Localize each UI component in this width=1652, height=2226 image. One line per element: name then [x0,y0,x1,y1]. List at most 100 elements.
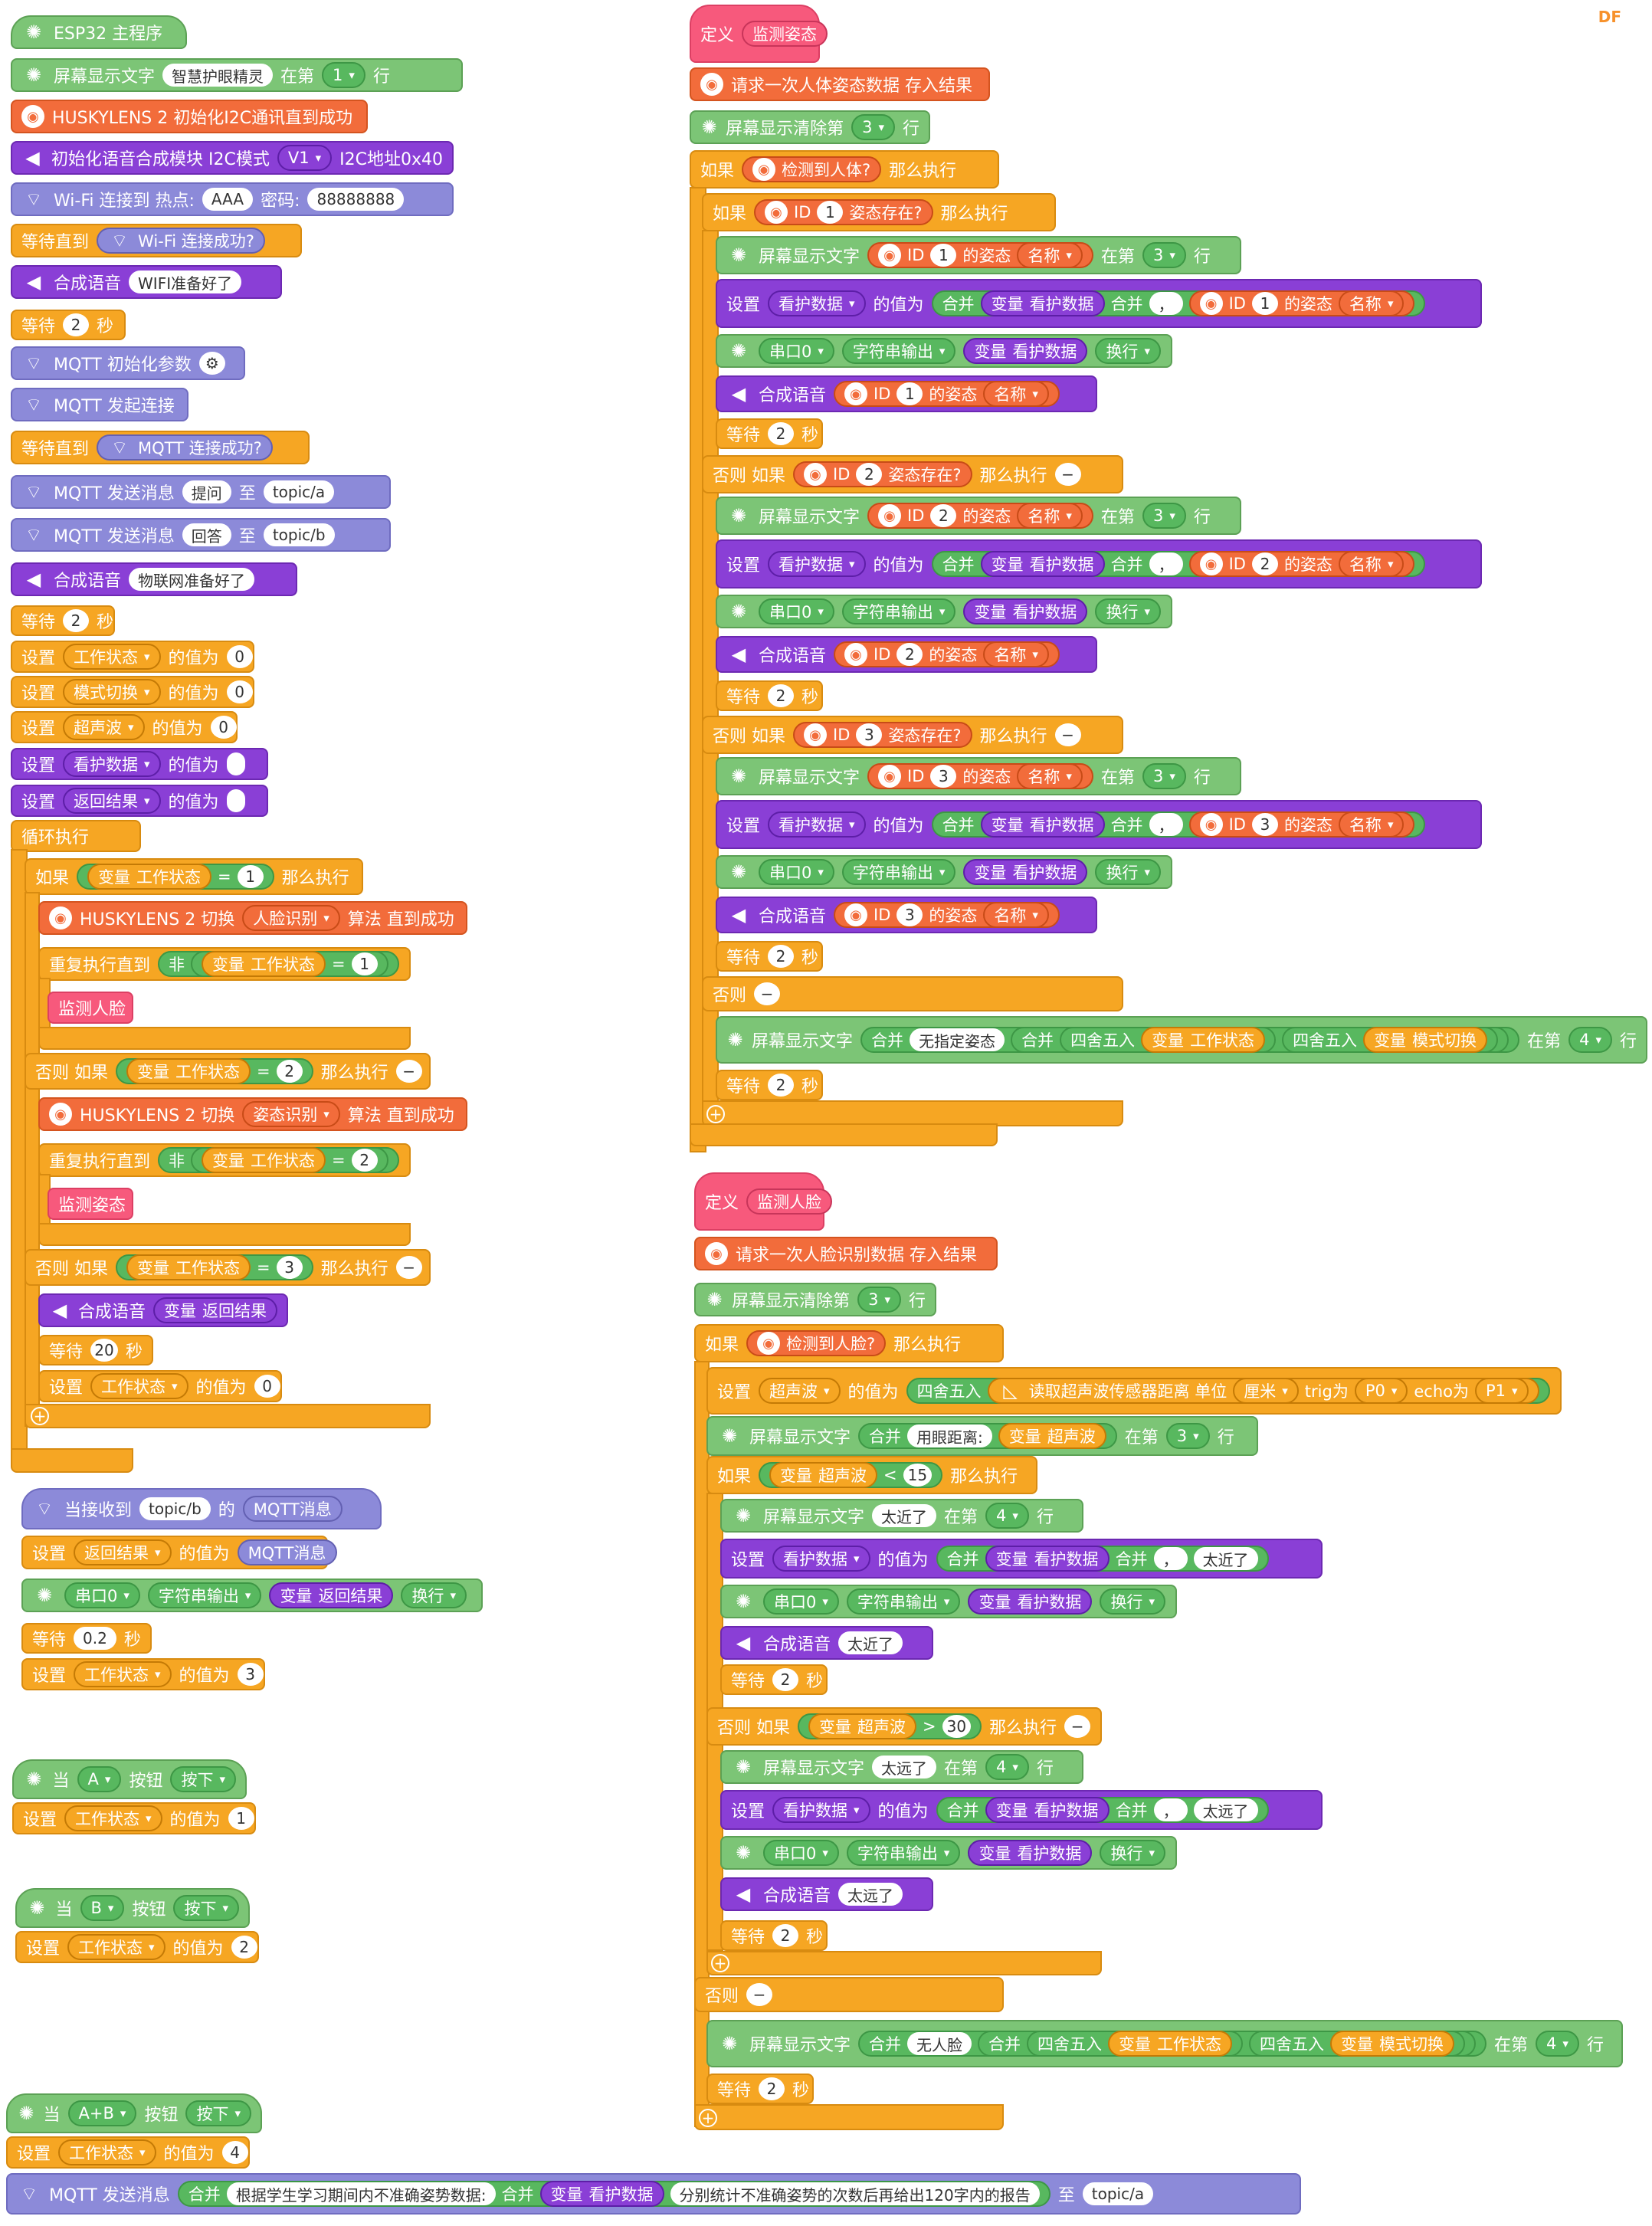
value-input[interactable]: 2 [231,1936,257,1959]
id-input[interactable]: 1 [1251,292,1278,315]
set-return-result-block[interactable]: 设置 返回结果 的值为 [11,785,268,817]
tts-say-block[interactable]: ◀ 合成语音 物联网准备好了 [11,562,297,596]
concat-reporter[interactable]: 合并 变量 看护数据 合并，太远了 [936,1797,1269,1823]
text-input[interactable]: 太远了 [1193,1798,1258,1821]
variable-reporter[interactable]: 变量 看护数据 [980,551,1105,577]
value-input[interactable]: 1 [237,865,264,888]
tts-say-block[interactable]: ◀ 合成语音 太近了 [720,1626,933,1660]
pose-name-reporter[interactable]: ◉ ID 2 的姿态 名称 [1188,551,1415,577]
topic-input[interactable]: topic/b [263,523,335,546]
greater-than-condition[interactable]: 变量 超声波 >30 [798,1713,982,1739]
text-input[interactable]: 无指定姿态 [910,1028,1005,1051]
equals-condition[interactable]: 变量 工作状态 = 2 [191,1147,388,1173]
equals-condition[interactable]: 变量 工作状态 = 2 [116,1058,313,1084]
set-work-state-block[interactable]: 设置 工作状态 的值为 4 [6,2136,250,2169]
not-condition[interactable]: 非 变量 工作状态 = 2 [158,1147,399,1173]
variable-dropdown[interactable]: 工作状态 [74,1661,172,1687]
variable-dropdown[interactable]: 工作状态 [67,1934,166,1960]
mqtt-init-block[interactable]: ⌔ MQTT 初始化参数 ⚙ [11,346,245,380]
concat-reporter[interactable]: 合并 四舍五入 变量 工作状态 四舍五入 变量 模式切换 [1011,1027,1509,1053]
id-input[interactable]: 3 [896,903,923,926]
set-care-data-block[interactable]: 设置 看护数据 的值为 [11,748,268,780]
event-dropdown[interactable]: 按下 [170,1766,236,1792]
value-input[interactable]: 15 [903,1464,933,1487]
else-if-id2-block[interactable]: 否则 如果 ◉ ID 2 姿态存在? 那么执行 − [702,455,1123,493]
mqtt-send-question-block[interactable]: ⌔ MQTT 发送消息 提问 至 topic/a [11,475,391,509]
pose-exists-condition[interactable]: ◉ ID 2 姿态存在? [793,461,972,487]
wait-until-mqtt-block[interactable]: 等待直到 ⌔ MQTT 连接成功? [11,431,310,464]
say-text-input[interactable]: 太近了 [838,1631,903,1654]
text-input[interactable]: ， [1153,1798,1188,1821]
variable-dropdown[interactable]: 工作状态 [58,2139,156,2165]
attribute-dropdown[interactable]: 名称 [983,641,1049,667]
newline-dropdown[interactable]: 换行 [1095,338,1161,364]
variable-dropdown[interactable]: 看护数据 [768,811,866,838]
variable-dropdown[interactable]: 工作状态 [90,1373,188,1399]
line-dropdown[interactable]: 3 [857,1287,901,1313]
value-input[interactable] [226,752,245,775]
else-if-block[interactable]: 否则 如果 变量 工作状态 = 2 那么执行 − [25,1053,431,1090]
line-dropdown[interactable]: 1 [322,62,365,88]
pose-name-reporter[interactable]: ◉ ID 1 的姿态 名称 [834,381,1060,407]
else-block[interactable]: 否则 − [694,1977,1004,2012]
unit-dropdown[interactable]: 厘米 [1233,1378,1299,1404]
id-input[interactable]: 1 [896,382,923,405]
id-input[interactable]: 2 [1251,552,1278,575]
tts-say-block[interactable]: ◀ 合成语音 WIFI准备好了 [11,265,282,299]
line-dropdown[interactable]: 3 [851,114,895,140]
attribute-dropdown[interactable]: 名称 [1017,763,1083,789]
remove-branch-icon[interactable]: − [1054,723,1081,746]
remove-branch-icon[interactable]: − [746,1983,773,2006]
message-input[interactable]: 回答 [182,523,231,546]
tts-say-pose-block[interactable]: ◀ 合成语音 ◉ ID 3 的姿态 名称 [716,897,1097,933]
wait-block[interactable]: 等待 2 秒 [716,418,823,449]
line-dropdown[interactable]: 3 [1142,503,1186,529]
variable-dropdown[interactable]: 模式切换 [63,679,161,705]
variable-dropdown[interactable]: 工作状态 [63,644,161,670]
else-if-block[interactable]: 否则 如果 变量 工作状态 = 3 那么执行 − [25,1249,431,1286]
newline-dropdown[interactable]: 换行 [1100,1588,1165,1615]
serial-port-dropdown[interactable]: 串口0 [759,859,834,885]
if-too-near-block[interactable]: 如果 变量 超声波 <15 那么执行 [706,1456,1037,1494]
tts-say-pose-block[interactable]: ◀ 合成语音 ◉ ID 1 的姿态 名称 [716,375,1097,412]
mqtt-send-report-block[interactable]: ⌔ MQTT 发送消息 合并 根据学生学习期间内不准确姿势数据: 合并 变量 看护… [6,2173,1301,2215]
value-input[interactable] [226,789,245,812]
wait-block[interactable]: 等待 2 秒 [716,1070,823,1100]
if-block[interactable]: 如果 变量 工作状态 = 1 那么执行 [25,858,363,895]
wait-seconds-input[interactable]: 0.2 [74,1627,116,1650]
define-pose-hat[interactable]: 定义 监测姿态 [690,5,828,63]
text-input[interactable]: 无人脸 [907,2032,972,2055]
round-reporter[interactable]: 四舍五入 变量 模式切换 [1249,2031,1466,2057]
button-b-hat[interactable]: ✺ 当 B 按钮 按下 [15,1888,250,1928]
id-input[interactable]: 3 [856,723,883,746]
serial-port-dropdown[interactable]: 串口0 [759,598,834,625]
algorithm-dropdown[interactable]: 姿态识别 [242,1101,340,1127]
set-work-state-block[interactable]: 设置 工作状态 的值为 1 [12,1802,256,1834]
screen-text-near-block[interactable]: ✺ 屏幕显示文字 太近了 在第 4 行 [720,1499,1083,1533]
id-input[interactable]: 3 [930,765,957,788]
else-if-id3-block[interactable]: 否则 如果 ◉ ID 3 姿态存在? 那么执行 − [702,716,1123,754]
topic-input[interactable]: topic/a [1082,2182,1154,2205]
gear-icon[interactable]: ⚙ [198,352,225,375]
value-input[interactable]: 0 [226,680,253,703]
pose-name-reporter[interactable]: ◉ ID 2 的姿态 名称 [834,641,1060,667]
mqtt-receive-hat[interactable]: ⌔ 当接收到 topic/b 的 MQTT消息 [21,1488,382,1529]
variable-reporter[interactable]: 变量 工作状态 [1108,2031,1233,2057]
variable-dropdown[interactable]: 看护数据 [768,290,866,316]
echo-pin-dropdown[interactable]: P1 [1475,1378,1529,1404]
variable-reporter[interactable]: 变量 看护数据 [968,1588,1093,1615]
value-input[interactable]: 30 [942,1715,972,1738]
call-pose-block[interactable]: 监测姿态 [48,1188,133,1220]
mqtt-message-reporter[interactable]: MQTT消息 [242,1496,343,1522]
variable-reporter[interactable]: 变量 工作状态 [202,1147,326,1173]
topic-input[interactable]: topic/b [139,1497,211,1520]
id-input[interactable]: 2 [896,643,923,666]
attribute-dropdown[interactable]: 名称 [1338,551,1405,577]
